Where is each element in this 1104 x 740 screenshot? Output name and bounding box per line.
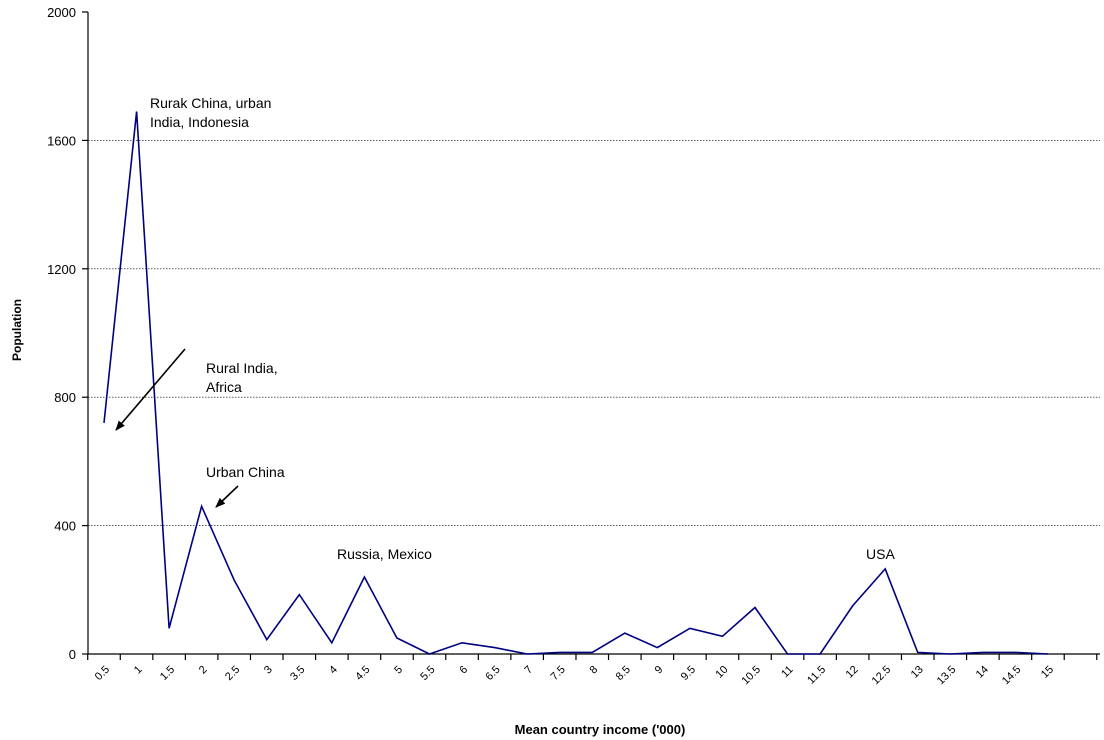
x-axis-ticks: 0.5 1 1.5 2 2.5 3 3.5 4 4.5 5 5.5 6 6.5 7 7.5 8 8.5 9 9.5 1… <box>87 654 1098 688</box>
x-tick-label: 3.5 <box>288 664 307 683</box>
annotation-label: USA <box>866 546 895 562</box>
x-tick-label: 6.5 <box>483 664 502 683</box>
x-axis-title: Mean country income ('000) <box>515 722 686 737</box>
x-tick-label: 15 <box>1039 664 1056 681</box>
x-tick-label: 1 <box>132 664 145 677</box>
gridlines <box>88 140 1100 526</box>
y-tick-label: 1600 <box>47 133 76 148</box>
x-tick-label: 12.5 <box>870 664 894 688</box>
y-tick-label: 0 <box>69 647 76 662</box>
x-tick-label: 11.5 <box>805 664 828 687</box>
x-tick-label: 14.5 <box>1000 664 1024 688</box>
annotation-label: Russia, Mexico <box>337 546 432 562</box>
y-tick-label: 2000 <box>47 5 76 20</box>
annotation-label: Rural India, Africa <box>206 360 278 395</box>
series-line <box>103 111 1048 655</box>
annotation-arrow <box>115 348 186 431</box>
x-tick-label: 8 <box>588 664 601 677</box>
x-tick-label: 7.5 <box>549 664 568 683</box>
x-tick-label: 9 <box>653 664 666 677</box>
y-tick-label: 400 <box>54 519 76 534</box>
x-tick-label: 5.5 <box>418 664 437 683</box>
y-axis-ticks: 0 400 800 1200 1600 2000 <box>47 5 88 662</box>
y-axis-title: Population <box>10 299 24 361</box>
annotation-label: Urban China <box>206 464 285 480</box>
x-tick-label: 7 <box>522 664 535 677</box>
annotations: Rurak China, urban India, Indonesia Rural … <box>115 95 895 562</box>
x-tick-label: 13 <box>909 664 926 681</box>
x-tick-label: 11 <box>779 664 796 681</box>
x-tick-label: 1.5 <box>158 664 177 683</box>
annotation-arrow <box>215 485 239 508</box>
x-tick-label: 0.5 <box>93 664 112 683</box>
x-tick-label: 4.5 <box>353 664 372 683</box>
x-tick-label: 14 <box>974 664 991 681</box>
y-tick-label: 1200 <box>47 262 76 277</box>
y-tick-label: 800 <box>54 390 76 405</box>
x-tick-label: 12 <box>844 664 861 681</box>
x-tick-label: 10.5 <box>739 664 763 688</box>
x-tick-label: 8.5 <box>614 664 633 683</box>
x-tick-label: 5 <box>392 664 405 677</box>
x-tick-label: 2 <box>197 664 210 677</box>
x-tick-label: 9.5 <box>679 664 698 683</box>
x-tick-label: 3 <box>262 664 275 677</box>
x-tick-label: 4 <box>327 664 340 677</box>
annotation-label: Rurak China, urban India, Indonesia <box>150 95 271 130</box>
x-tick-label: 13.5 <box>935 664 959 688</box>
x-tick-label: 6 <box>457 664 470 677</box>
x-tick-label: 2.5 <box>223 664 242 683</box>
x-tick-label: 10 <box>713 664 730 681</box>
